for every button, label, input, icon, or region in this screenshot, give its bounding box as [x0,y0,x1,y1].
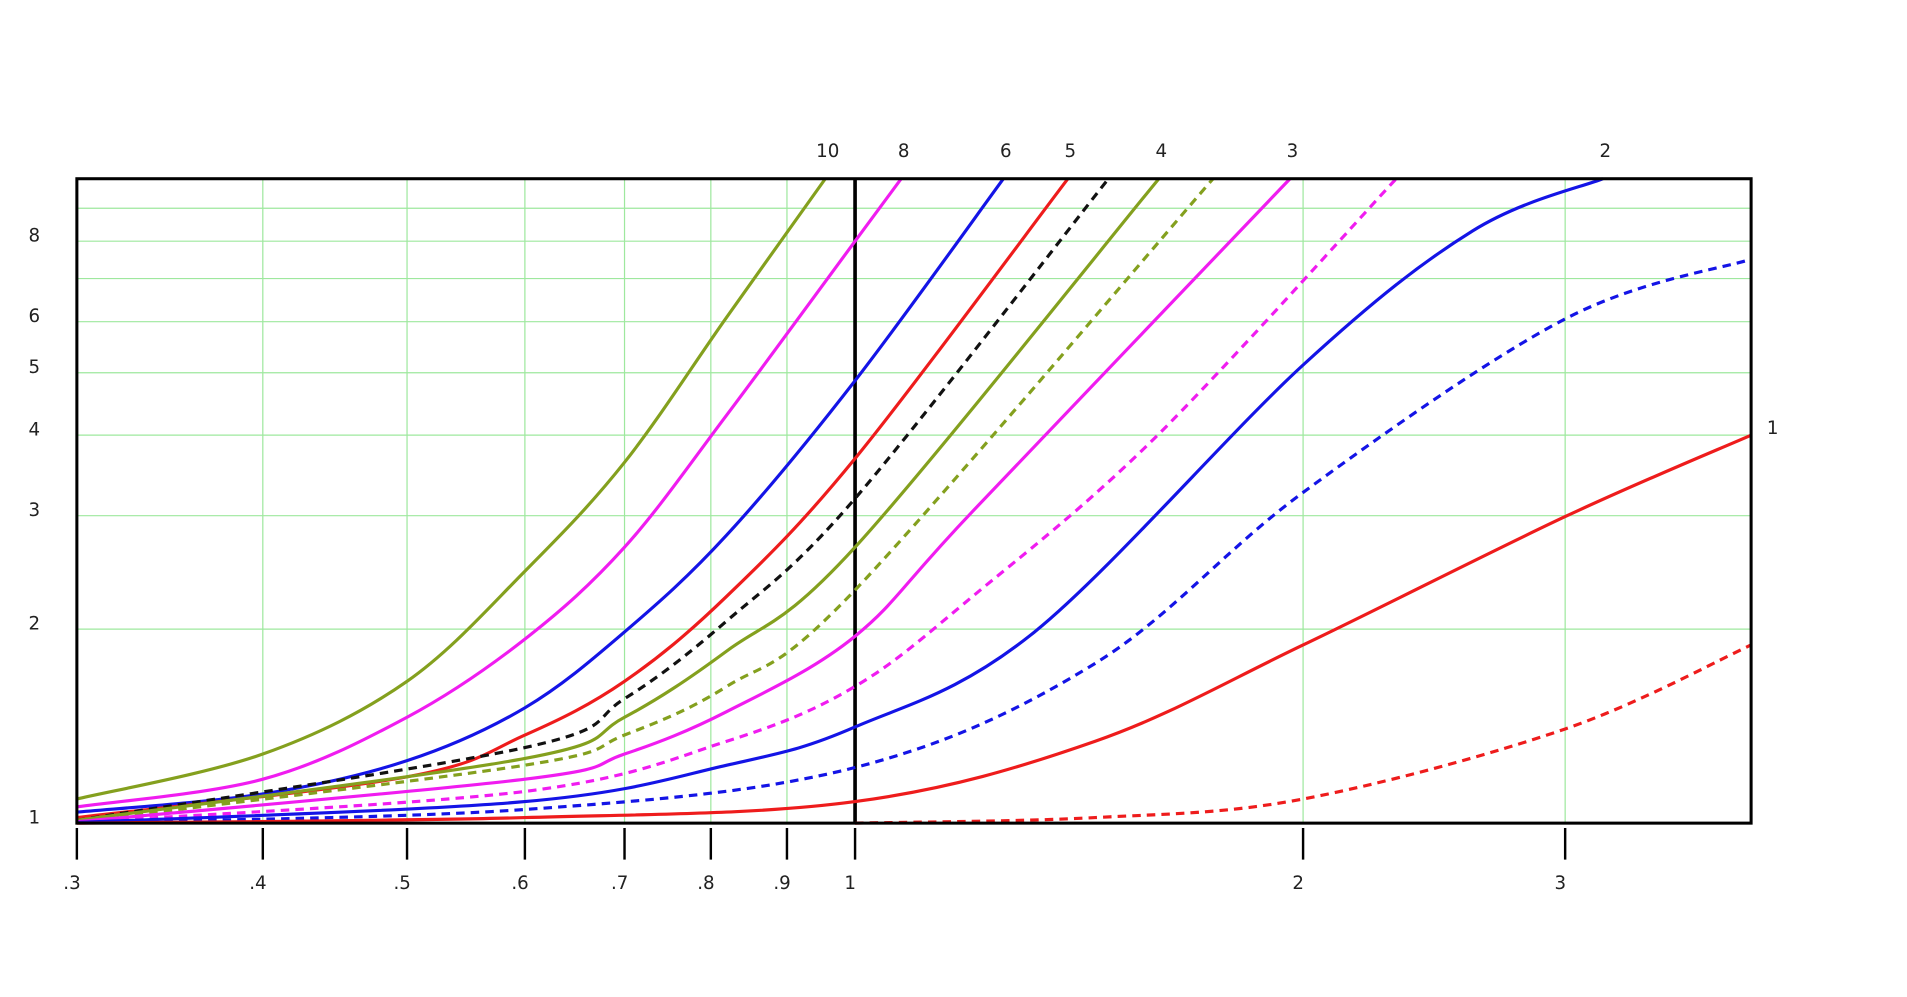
lines [76,177,1752,825]
curve-label: 4 [1155,141,1167,162]
x-tick-label: .9 [773,873,790,894]
series-line [76,177,903,809]
series-line [76,177,1005,814]
y-tick-label: 5 [29,357,41,378]
y-tick-label: 6 [29,306,41,327]
x-tick-label: .4 [249,873,266,894]
series-line [76,177,1110,822]
y-tick-label: 4 [29,419,41,440]
x-tick-label: 2 [1292,873,1304,894]
x-tick-label: .6 [511,873,528,894]
curve-label: 5 [1065,141,1077,162]
x-tick-label: 1 [844,873,856,894]
series-line [76,257,1752,825]
series-line [76,177,1398,824]
x-tick-label: .3 [63,873,80,894]
y-tick-label: 8 [29,225,41,246]
y-tick-label: 1 [29,807,41,828]
x-tick-label: .5 [393,873,410,894]
series-line [76,177,1161,822]
curve-label: 1 [1767,418,1779,439]
curve-label: 3 [1287,141,1299,162]
x-tick-label: .7 [611,873,628,894]
curve-label: 6 [1000,141,1012,162]
series-line [76,177,827,801]
series-line [76,177,1292,824]
series-line [76,433,1752,825]
y-tick-label: 3 [29,500,41,521]
labels: .3 .4 .5 .6 .7 .8 .9 1 2 3 1 2 3 4 5 6 8 10 8 6 5 4 3 2 1 [29,141,1779,894]
curve-label: 10 [816,141,839,162]
curve-label: 8 [898,141,910,162]
series-line [76,177,1215,824]
series-line [76,177,1604,825]
x-tick-label: .8 [697,873,714,894]
curve-label: 2 [1599,141,1611,162]
plot-frame [75,177,1753,825]
y-tick-label: 2 [29,613,41,634]
series-line [76,177,1070,820]
x-tick-label: 3 [1554,873,1566,894]
